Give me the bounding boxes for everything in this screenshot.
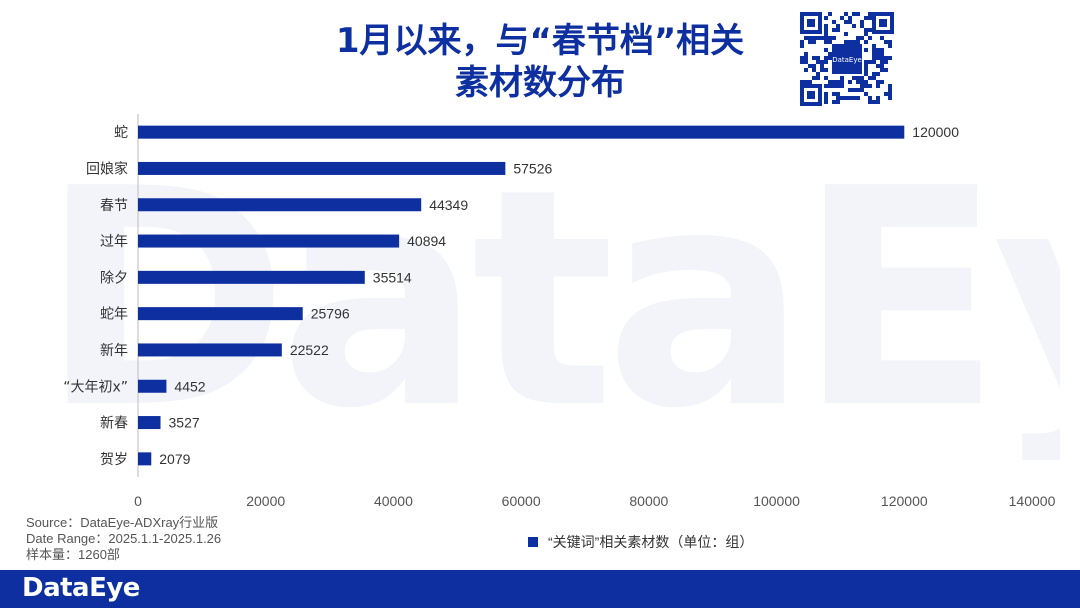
source-note: Source：DataEye-ADXray行业版 Date Range：2025… <box>26 515 221 563</box>
category-label: 过年 <box>100 234 128 250</box>
value-label: 25796 <box>311 306 350 322</box>
legend: “关键词”相关素材数（单位：组） <box>528 532 753 552</box>
date-range-line: Date Range：2025.1.1-2025.1.26 <box>26 531 222 546</box>
bar <box>138 343 282 357</box>
category-label: “大年初x” <box>63 378 128 395</box>
category-label: 贺岁 <box>100 452 128 468</box>
chart-title-line2: 素材数分布 <box>455 63 625 103</box>
value-label: 4452 <box>174 378 205 394</box>
value-label: 120000 <box>912 124 959 140</box>
value-label: 35514 <box>373 269 412 285</box>
bar <box>138 379 167 393</box>
x-tick-label: 20000 <box>246 493 285 509</box>
category-label: 蛇 <box>114 125 128 141</box>
sample-size-line: 样本量：1260部 <box>26 547 120 562</box>
source-line: Source：DataEye-ADXray行业版 <box>26 515 219 530</box>
footer-logo: DataEye <box>22 573 140 603</box>
x-tick-label: 140000 <box>1009 493 1056 509</box>
bar <box>138 125 905 139</box>
value-label: 2079 <box>159 451 190 467</box>
bar <box>138 416 161 430</box>
category-label: 新春 <box>100 416 128 432</box>
qr-logo-text: DataEye <box>832 56 862 64</box>
category-label: 蛇年 <box>100 307 128 323</box>
x-tick-label: 120000 <box>881 493 928 509</box>
x-tick-label: 40000 <box>374 493 413 509</box>
chart-title-line1: 1月以来，与“春节档”相关 <box>335 21 745 61</box>
bar <box>138 307 303 321</box>
value-label: 44349 <box>429 197 468 213</box>
value-label: 40894 <box>407 233 446 249</box>
category-label: 春节 <box>100 198 128 214</box>
chart-title: 1月以来，与“春节档”相关 素材数分布 <box>280 20 800 104</box>
value-label: 57526 <box>513 160 552 176</box>
legend-swatch <box>528 537 538 547</box>
value-label: 22522 <box>290 342 329 358</box>
category-label: 回娘家 <box>86 160 128 177</box>
x-tick-label: 80000 <box>629 493 668 509</box>
bar <box>138 270 365 284</box>
category-label: 除夕 <box>100 270 128 286</box>
footer-bar: DataEye <box>0 570 1080 608</box>
bar <box>138 161 506 175</box>
bar <box>138 452 152 466</box>
category-label: 新年 <box>100 343 128 359</box>
x-tick-label: 60000 <box>502 493 541 509</box>
bar-chart: 蛇 120000 回娘家 57526 春节 44349 过年 40894 除夕 35514 蛇年 25… <box>63 114 1056 509</box>
bar <box>138 234 400 248</box>
x-tick-label: 100000 <box>753 493 800 509</box>
bar <box>138 198 422 212</box>
value-label: 3527 <box>169 415 200 431</box>
x-tick-label: 0 <box>134 493 142 509</box>
legend-label: “关键词”相关素材数（单位：组） <box>548 534 754 550</box>
qr-code-icon: DataEye <box>798 10 896 108</box>
